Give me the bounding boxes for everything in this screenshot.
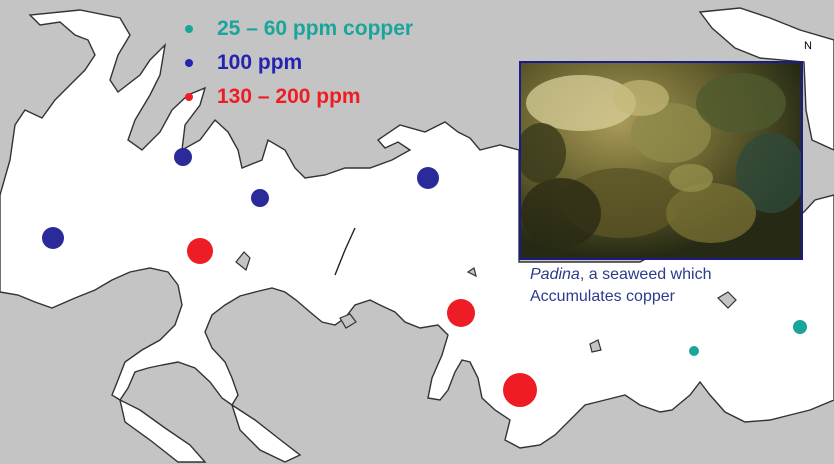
sample-site-marker bbox=[251, 189, 269, 207]
legend-item-mid: 100 ppm bbox=[185, 46, 413, 80]
legend-dot-icon bbox=[185, 59, 193, 67]
legend-item-high: 130 – 200 ppm bbox=[185, 80, 413, 114]
padina-seaweed-photo bbox=[519, 61, 803, 260]
sample-site-marker bbox=[447, 299, 475, 327]
caption-line-1-rest: , a seaweed which bbox=[579, 266, 712, 283]
seaweed-photo-image bbox=[521, 63, 801, 258]
harbour-water bbox=[0, 9, 834, 449]
caption-species-name: Padina bbox=[530, 266, 580, 283]
caption-line-2: Accumulates copper bbox=[530, 288, 675, 305]
legend-label-low: 25 – 60 ppm copper bbox=[217, 17, 414, 40]
sample-site-marker bbox=[793, 320, 807, 334]
sample-site-marker bbox=[689, 346, 699, 356]
sample-site-marker bbox=[174, 148, 192, 166]
legend-item-low: 25 – 60 ppm copper bbox=[185, 12, 413, 46]
sample-site-marker bbox=[42, 227, 64, 249]
legend-label-mid: 100 ppm bbox=[217, 51, 303, 74]
legend-dot-icon bbox=[185, 93, 193, 101]
sample-site-marker bbox=[503, 373, 537, 407]
sample-site-marker bbox=[187, 238, 213, 264]
legend-label-high: 130 – 200 ppm bbox=[217, 85, 361, 108]
north-arrow-label: N bbox=[804, 40, 812, 52]
sample-site-marker bbox=[417, 167, 439, 189]
legend: 25 – 60 ppm copper 100 ppm 130 – 200 ppm bbox=[185, 12, 413, 114]
caption-line-1: Padina, a seaweed which bbox=[530, 264, 711, 286]
photo-caption: Padina, a seaweed which Accumulates copp… bbox=[530, 264, 711, 308]
legend-dot-icon bbox=[185, 25, 193, 33]
